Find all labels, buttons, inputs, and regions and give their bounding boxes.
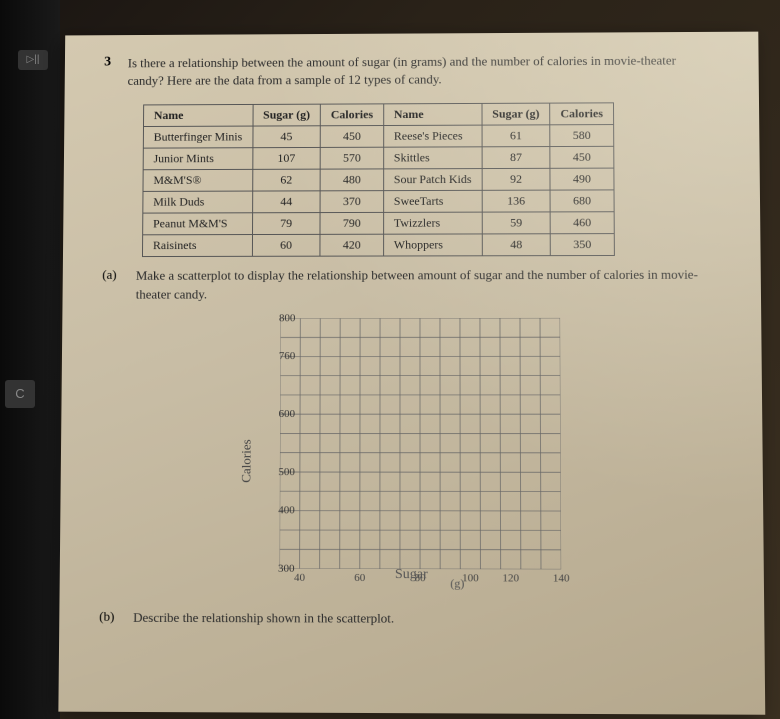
keyboard-edge: ▷|| C	[0, 0, 60, 719]
table-cell: 44	[252, 191, 320, 213]
col-name-1: Name	[143, 105, 252, 127]
table-cell: 45	[253, 126, 321, 148]
x-axis-unit: (g)	[450, 576, 464, 591]
table-cell: Reese's Pieces	[383, 125, 481, 147]
y-tick-label: 300	[278, 562, 295, 574]
y-tick-label: 800	[279, 312, 295, 324]
table-cell: 680	[550, 190, 614, 212]
table-cell: 136	[482, 190, 550, 212]
c-key: C	[5, 380, 35, 408]
table-cell: 450	[550, 147, 614, 169]
table-cell: 790	[320, 213, 383, 235]
table-header-row: Name Sugar (g) Calories Name Sugar (g) C…	[143, 103, 613, 127]
worksheet-page: 3 Is there a relationship between the am…	[58, 32, 765, 715]
table-cell: 570	[320, 148, 383, 170]
table-row: Junior Mints107570Skittles87450	[143, 147, 614, 170]
table-row: Milk Duds44370SweeTarts136680	[143, 190, 614, 213]
table-cell: 60	[252, 235, 320, 257]
table-cell: Butterfinger Minis	[143, 126, 252, 148]
x-tick-label: 40	[294, 572, 305, 584]
media-key: ▷||	[18, 50, 48, 70]
table-cell: 79	[252, 213, 320, 235]
part-a-label: (a)	[102, 267, 132, 283]
table-cell: Whoppers	[383, 234, 482, 256]
table-cell: SweeTarts	[383, 191, 482, 213]
table-cell: 87	[482, 147, 550, 169]
table-cell: 48	[482, 234, 550, 256]
col-name-2: Name	[383, 104, 481, 126]
y-tick-label: 600	[279, 408, 296, 420]
grid-svg	[280, 318, 562, 569]
part-b-text: Describe the relationship shown in the s…	[133, 608, 718, 628]
col-cal-1: Calories	[320, 104, 383, 126]
part-a-text: Make a scatterplot to display the relati…	[136, 266, 715, 303]
x-tick-label: 100	[462, 572, 479, 584]
col-sugar-1: Sugar (g)	[253, 105, 321, 127]
table-cell: Milk Duds	[143, 191, 253, 213]
table-cell: Twizzlers	[383, 212, 482, 234]
x-tick-label: 120	[502, 572, 519, 584]
table-cell: 420	[320, 235, 383, 257]
table-cell: 59	[482, 212, 550, 234]
part-a: (a) Make a scatterplot to display the re…	[102, 266, 721, 303]
table-cell: 460	[550, 212, 614, 234]
table-cell: 580	[550, 125, 614, 147]
part-b: (b) Describe the relationship shown in t…	[99, 608, 724, 628]
table-cell: 92	[482, 169, 550, 191]
col-cal-2: Calories	[550, 103, 614, 125]
table-cell: Sour Patch Kids	[383, 169, 482, 191]
candy-data-table: Name Sugar (g) Calories Name Sugar (g) C…	[142, 103, 615, 258]
question-number: 3	[104, 55, 124, 71]
x-tick-label: 60	[354, 572, 365, 584]
table-row: Peanut M&M'S79790Twizzlers59460	[143, 212, 614, 235]
x-axis-title: Sugar	[395, 567, 428, 583]
table-cell: Raisinets	[142, 235, 252, 257]
y-tick-label: 400	[278, 504, 295, 516]
table-row: Raisinets60420Whoppers48350	[142, 234, 614, 257]
part-b-label: (b)	[99, 608, 129, 624]
table-cell: 62	[252, 169, 320, 191]
table-cell: 61	[482, 125, 550, 147]
table-cell: 490	[550, 168, 614, 190]
x-tick-label: 140	[553, 572, 570, 584]
table-cell: 450	[320, 126, 383, 148]
question-text: Is there a relationship between the amou…	[128, 52, 713, 91]
table-cell: M&M'S®	[143, 170, 252, 192]
table-cell: Skittles	[383, 147, 481, 169]
question-block: 3 Is there a relationship between the am…	[104, 52, 719, 91]
table-cell: 107	[252, 148, 320, 170]
y-tick-label: 500	[278, 466, 295, 478]
y-axis-title: Calories	[239, 439, 255, 482]
table-cell: Junior Mints	[143, 148, 252, 170]
scatterplot-area: 800760600500400300 406080100120140 Calor…	[239, 313, 581, 605]
y-tick-label: 760	[279, 350, 295, 362]
table-cell: 350	[550, 234, 614, 256]
table-cell: 370	[320, 191, 383, 213]
table-cell: Peanut M&M'S	[143, 213, 253, 235]
col-sugar-2: Sugar (g)	[482, 103, 550, 125]
table-row: Butterfinger Minis45450Reese's Pieces615…	[143, 125, 613, 149]
table-row: M&M'S®62480Sour Patch Kids92490	[143, 168, 614, 191]
table-cell: 480	[320, 169, 383, 191]
